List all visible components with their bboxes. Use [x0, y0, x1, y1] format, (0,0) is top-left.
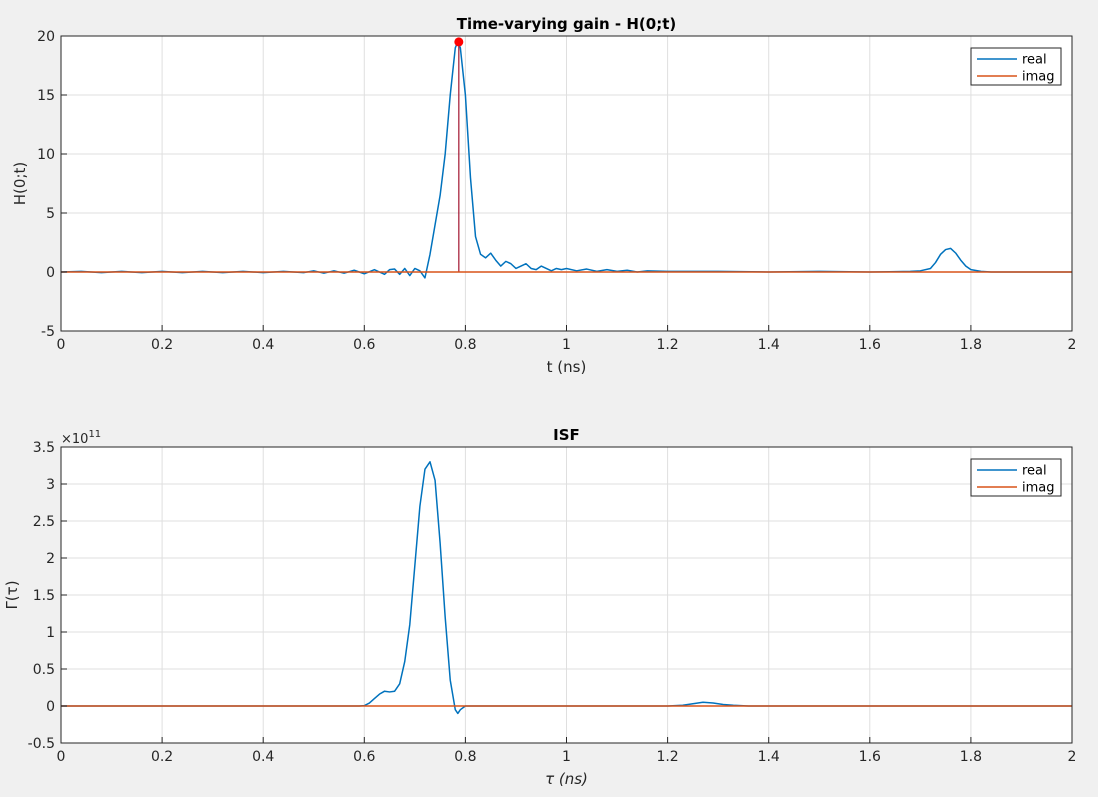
x-tick-label: 0 [57, 337, 66, 353]
plot-isf: 0 0.2 0.4 0.6 0.8 1 1.2 1.4 1.6 1.8 2-0.500.511.52… [3, 426, 1076, 788]
x-tick-label: 0.2 [151, 749, 173, 765]
x-tick-label: 2 [1068, 337, 1077, 353]
x-tick-label: 1.2 [656, 337, 678, 353]
x-tick-label: 1.6 [859, 337, 881, 353]
x-tick-label: 1.4 [758, 337, 780, 353]
peak-dot [454, 37, 464, 47]
x-tick-label: 0.2 [151, 337, 173, 353]
legend: real imag [970, 458, 1062, 497]
x-tick-label: 0.6 [353, 337, 375, 353]
x-tick-label: 0.8 [454, 749, 476, 765]
x-tick-label: 0.4 [252, 337, 274, 353]
y-axis-label: H(0;t) [11, 162, 29, 205]
x-tick-label: 1 [562, 337, 571, 353]
x-tick-label: 1.8 [960, 749, 982, 765]
x-tick-label: 0.8 [454, 337, 476, 353]
y-exponent-power: 11 [88, 429, 101, 440]
y-tick-label: -5 [41, 324, 55, 340]
x-tick-label: 1.2 [656, 749, 678, 765]
x-axis-label: τ (ns) [545, 770, 588, 788]
y-tick-label: 0.5 [33, 662, 55, 678]
legend-label-imag: imag [1022, 481, 1055, 496]
y-tick-label: 1.5 [33, 588, 55, 604]
series-lines [60, 41, 1072, 279]
x-axis-label: t (ns) [547, 358, 587, 376]
y-axis-label: Γ(τ) [3, 580, 21, 609]
series-lines [61, 461, 1072, 715]
y-tick-label: 15 [37, 88, 55, 104]
y-tick-label: 10 [37, 147, 55, 163]
y-tick-label: 2.5 [33, 514, 55, 530]
x-tick-label: 0 [57, 749, 66, 765]
y-tick-label: 3 [46, 477, 55, 493]
legend-box [970, 458, 1062, 497]
y-exponent-label: ×1011 [61, 429, 101, 447]
y-tick-label: 0 [46, 699, 55, 715]
x-tick-label: 1 [562, 749, 571, 765]
y-exponent-base: ×10 [61, 432, 88, 447]
tick-labels: 0 0.2 0.4 0.6 0.8 1 1.2 1.4 1.6 1.8 2-0.500.511.52… [28, 440, 1077, 765]
chart-title: Time-varying gain - H(0;t) [457, 15, 676, 33]
x-tick-label: 0.6 [353, 749, 375, 765]
chart-title: ISF [553, 426, 580, 444]
series-line-real [61, 461, 1072, 715]
y-tick-label: 3.5 [33, 440, 55, 456]
y-tick-label: 5 [46, 206, 55, 222]
legend-label-real: real [1022, 464, 1047, 479]
x-tick-label: 1.4 [758, 749, 780, 765]
legend-box [970, 47, 1062, 86]
legend: real imag [970, 47, 1062, 86]
peak-marker [454, 37, 464, 47]
legend-label-real: real [1022, 53, 1047, 68]
x-tick-label: 2 [1068, 749, 1077, 765]
x-tick-label: 1.6 [859, 749, 881, 765]
y-tick-label: 0 [46, 265, 55, 281]
y-tick-label: -0.5 [28, 736, 55, 752]
y-tick-label: 2 [46, 551, 55, 567]
x-tick-label: 0.4 [252, 749, 274, 765]
x-tick-label: 1.8 [960, 337, 982, 353]
y-tick-label: 1 [46, 625, 55, 641]
legend-label-imag: imag [1022, 70, 1055, 85]
y-tick-label: 20 [37, 29, 55, 45]
